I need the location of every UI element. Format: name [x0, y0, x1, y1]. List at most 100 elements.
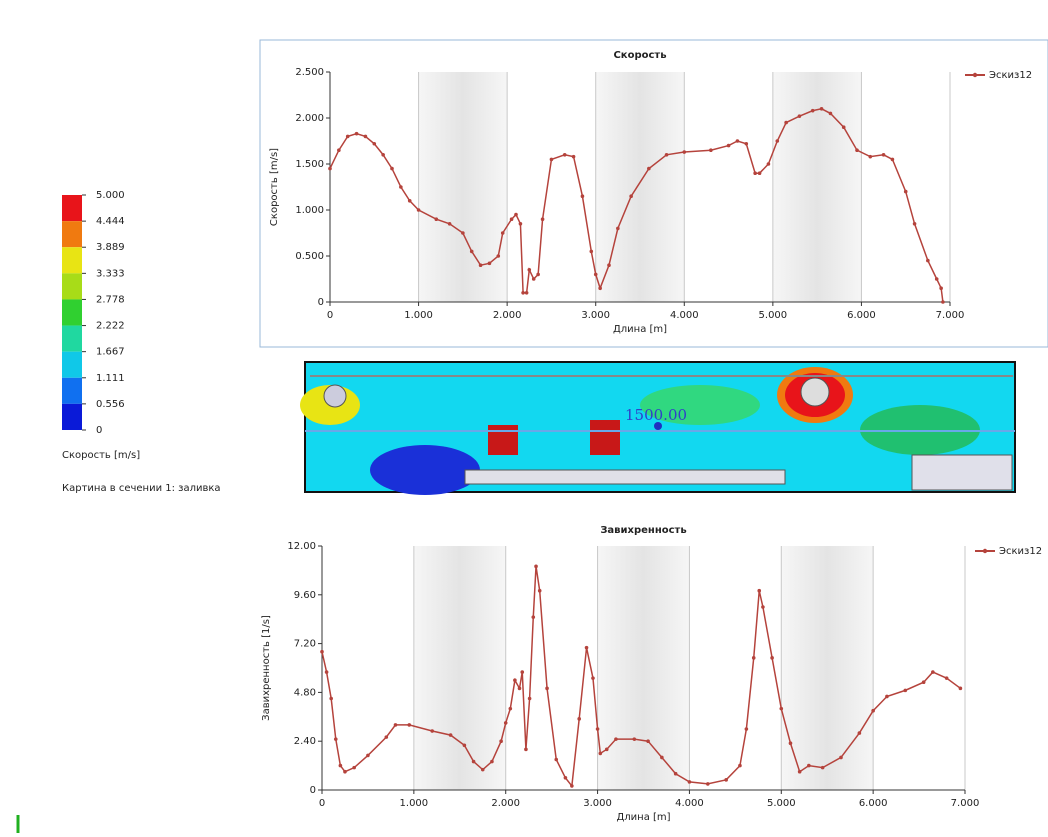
data-point: [408, 199, 412, 203]
data-point: [784, 121, 788, 125]
data-point: [738, 764, 742, 768]
data-point: [394, 723, 398, 727]
data-point: [589, 250, 593, 254]
data-point: [536, 273, 540, 277]
data-point: [591, 676, 595, 680]
colorbar-band: [62, 273, 82, 299]
data-point: [572, 155, 576, 159]
x-tick-label: 2.000: [491, 798, 520, 809]
data-point: [724, 778, 728, 782]
y-axis-label: Завихренность [1/s]: [261, 615, 272, 721]
data-point: [448, 222, 452, 226]
data-point: [509, 707, 513, 711]
data-point: [518, 687, 522, 691]
data-point: [629, 194, 633, 198]
data-point: [399, 185, 403, 189]
data-point: [688, 780, 692, 784]
data-point: [577, 717, 581, 721]
data-point: [355, 132, 359, 136]
data-point: [682, 150, 686, 154]
data-point: [744, 142, 748, 146]
y-axis-label: Скорость [m/s]: [269, 148, 280, 226]
colorbar-tick-label: 0: [96, 425, 102, 436]
data-point: [554, 758, 558, 762]
data-point: [532, 277, 536, 281]
colorbar-band: [62, 378, 82, 404]
x-tick-label: 1.000: [400, 798, 429, 809]
data-point: [745, 727, 749, 731]
data-point: [798, 770, 802, 774]
x-tick-label: 3.000: [583, 798, 612, 809]
colorbar-tick-label: 0.556: [96, 399, 125, 410]
chart-title: Скорость: [613, 50, 666, 61]
data-point: [417, 208, 421, 212]
data-point: [352, 766, 356, 770]
data-point: [941, 300, 945, 304]
data-point: [607, 263, 611, 267]
y-tick-label: 1.500: [295, 159, 324, 170]
data-point: [343, 770, 347, 774]
data-point: [842, 125, 846, 129]
data-point: [674, 772, 678, 776]
data-point: [633, 737, 637, 741]
data-point: [858, 731, 862, 735]
data-point: [534, 565, 538, 569]
data-point: [479, 263, 483, 267]
data-point: [616, 227, 620, 231]
data-point: [903, 689, 907, 693]
data-point: [337, 148, 341, 152]
y-tick-label: 0.500: [295, 251, 324, 262]
data-point: [525, 291, 529, 295]
data-point: [325, 670, 329, 674]
colorbar-tick-label: 4.444: [96, 216, 125, 227]
data-point: [753, 171, 757, 175]
data-point: [736, 139, 740, 143]
data-point: [541, 217, 545, 221]
data-point: [463, 743, 467, 747]
data-point: [821, 766, 825, 770]
data-point: [706, 782, 710, 786]
x-tick-label: 4.000: [675, 798, 704, 809]
data-point: [563, 153, 567, 157]
data-point: [598, 286, 602, 290]
x-tick-label: 2.000: [493, 310, 522, 321]
data-point: [647, 167, 651, 171]
data-point: [510, 217, 514, 221]
data-point: [470, 250, 474, 254]
x-tick-label: 3.000: [581, 310, 610, 321]
x-tick-label: 0: [327, 310, 333, 321]
data-point: [364, 135, 368, 139]
data-point: [761, 605, 765, 609]
y-tick-label: 12.00: [287, 541, 316, 552]
data-point: [550, 158, 554, 162]
data-point: [891, 158, 895, 162]
data-point: [328, 167, 332, 171]
data-point: [926, 259, 930, 263]
data-point: [346, 135, 350, 139]
data-point: [935, 277, 939, 281]
chart-title: Завихренность: [600, 525, 686, 536]
data-point: [488, 262, 492, 266]
x-axis-label: Длина [m]: [613, 324, 667, 335]
x-tick-label: 0: [319, 798, 325, 809]
data-point: [945, 676, 949, 680]
data-point: [931, 670, 935, 674]
data-point: [775, 139, 779, 143]
data-point: [524, 748, 528, 752]
data-point: [581, 194, 585, 198]
data-point: [564, 776, 568, 780]
data-point: [599, 752, 603, 756]
x-tick-label: 6.000: [847, 310, 876, 321]
data-point: [904, 190, 908, 194]
x-tick-label: 5.000: [759, 310, 788, 321]
legend-label: Эскиз12: [999, 546, 1042, 557]
x-tick-label: 4.000: [670, 310, 699, 321]
y-tick-label: 1.000: [295, 205, 324, 216]
data-point: [501, 231, 505, 235]
plot-band: [596, 72, 685, 302]
y-tick-label: 9.60: [294, 590, 316, 601]
data-point: [779, 707, 783, 711]
data-point: [390, 167, 394, 171]
data-point: [531, 615, 535, 619]
section-label: 1500.00: [625, 406, 687, 424]
